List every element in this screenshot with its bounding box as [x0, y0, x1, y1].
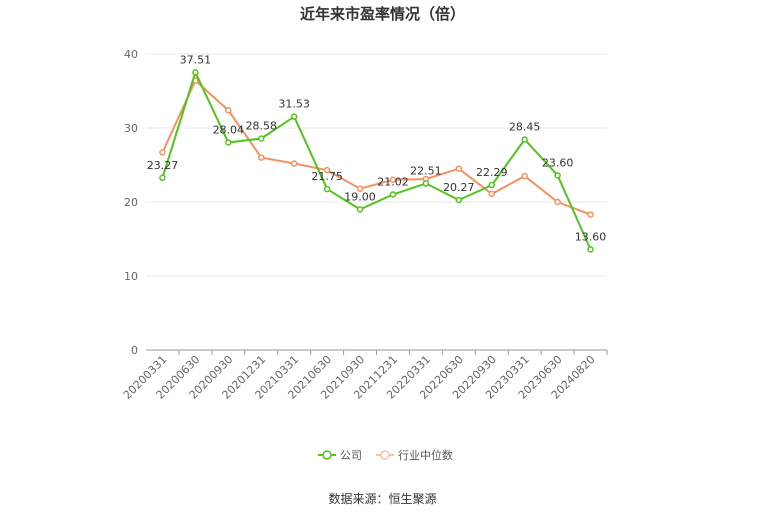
data-point [389, 176, 397, 184]
y-tick-label: 40 [124, 48, 138, 61]
axes: 0102030402020033120200630202009302020123… [121, 48, 608, 402]
data-point [587, 246, 594, 253]
legend: 公司 行业中位数 [318, 448, 453, 462]
data-label: 23.60 [542, 156, 574, 169]
series-line-0 [161, 69, 592, 250]
data-point [225, 106, 232, 114]
data-label: 23.27 [147, 159, 179, 172]
chart-title: 近年来市盈率情况（倍） [299, 5, 465, 23]
data-point [356, 185, 364, 192]
data-point [389, 191, 397, 198]
data-point [258, 135, 265, 142]
legend-item: 行业中位数 [376, 448, 453, 462]
data-point [488, 190, 495, 198]
data-point [159, 174, 166, 182]
data-label: 28.58 [246, 120, 278, 133]
data-point [422, 180, 430, 187]
legend-label: 行业中位数 [398, 448, 453, 462]
legend-label: 公司 [340, 449, 362, 462]
data-point [192, 69, 199, 76]
data-point [356, 206, 364, 213]
data-point [323, 166, 331, 174]
series-lines [159, 69, 594, 253]
data-label: 19.00 [344, 190, 376, 203]
data-point [455, 165, 463, 172]
data-point [323, 185, 331, 193]
data-label: 22.51 [410, 164, 442, 177]
data-label: 22.29 [476, 166, 508, 179]
data-point [455, 196, 463, 204]
y-tick-label: 30 [124, 122, 138, 135]
data-label: 37.51 [180, 53, 212, 66]
data-point [290, 113, 298, 120]
data-point [225, 139, 232, 146]
y-tick-label: 0 [131, 344, 138, 357]
data-point [587, 211, 594, 218]
data-label: 28.04 [213, 124, 245, 137]
y-tick-label: 10 [124, 270, 138, 283]
legend-swatch-marker [322, 450, 332, 460]
data-label: 31.53 [278, 98, 310, 111]
data-point [554, 198, 561, 206]
data-point [488, 181, 495, 189]
data-point [159, 149, 166, 156]
data-point [521, 172, 528, 180]
data-label: 21.02 [377, 175, 409, 188]
legend-item: 公司 [318, 449, 362, 462]
data-label: 20.27 [443, 181, 475, 194]
data-label: 28.45 [509, 120, 541, 133]
data-point [554, 172, 561, 179]
data-point [290, 160, 298, 167]
source-note: 数据来源：恒生聚源 [328, 492, 437, 506]
data-label: 21.75 [311, 170, 343, 183]
data-point [521, 136, 528, 143]
y-tick-label: 20 [124, 196, 138, 209]
data-point [258, 154, 265, 161]
legend-swatch-marker [380, 450, 390, 460]
data-label: 13.60 [575, 230, 607, 243]
grid-lines [146, 53, 607, 277]
series-line-1 [161, 78, 591, 216]
